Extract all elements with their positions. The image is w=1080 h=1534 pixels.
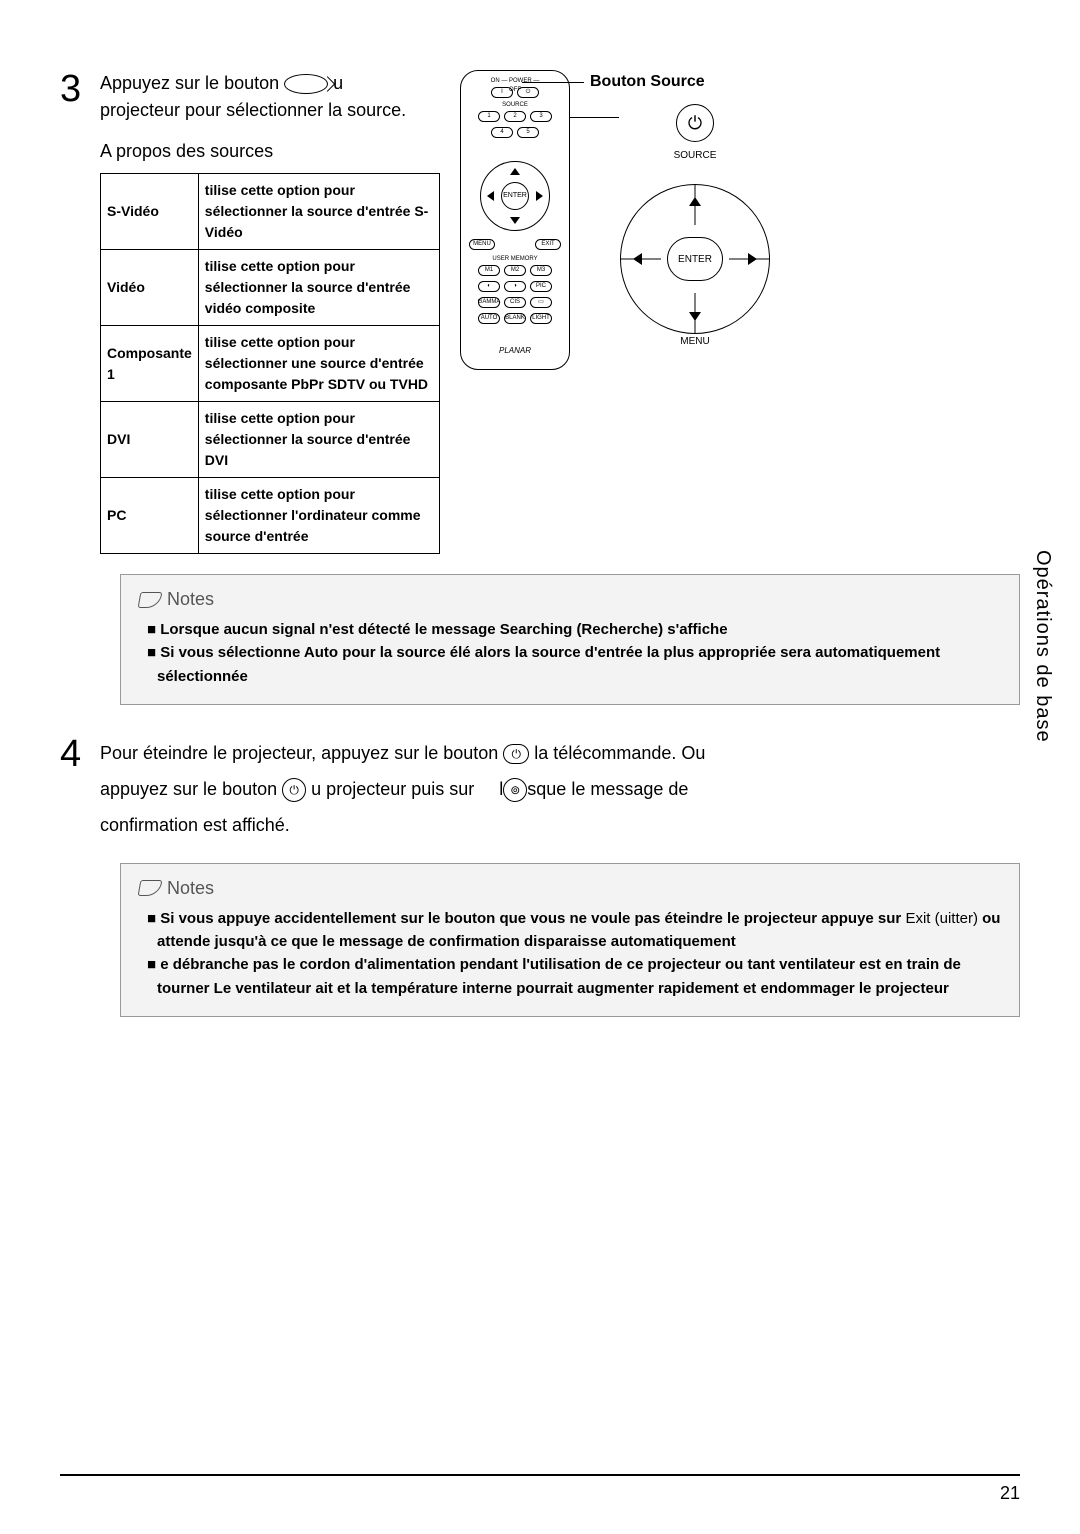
remote-src-3: 3 (530, 111, 552, 122)
step3-line2: projecteur pour sélectionner la source. (100, 97, 440, 124)
remote-logo: PLANAR (499, 345, 531, 357)
table-row: DVItilise cette option pour sélectionner… (101, 402, 440, 478)
notes-1-heading: Notes (139, 589, 1001, 610)
note2-item1-pre: Si vous appuye accidentellement sur le b… (160, 910, 901, 927)
remote-src-2: 2 (504, 111, 526, 122)
remote-b1: ◐ (478, 281, 500, 292)
source-desc-cell: tilise cette option pour sélectionner la… (198, 402, 439, 478)
projector-panel-diagram: ⏻ SOURCE ENTER MENU (590, 104, 800, 344)
power-pill-icon: ⏻ (503, 744, 529, 764)
page-number: 21 (1000, 1483, 1020, 1504)
s4-l2a: appuyez sur le bouton (100, 779, 277, 799)
panel-power-icon: ⏻ (676, 104, 714, 142)
note1-item1: Lorsque aucun signal n'est détecté le me… (160, 621, 727, 638)
step-3-number: 3 (60, 70, 100, 108)
s4-l2d: sque le message de (527, 779, 688, 799)
notes-2-body: ■ Si vous appuye accidentellement sur le… (139, 907, 1001, 1000)
table-row: PCtilise cette option pour sélectionner … (101, 478, 440, 554)
source-name-cell: Vidéo (101, 250, 199, 326)
step-3-diagrams: ON — POWER — OFF I ⏻ SOURCE 1 2 3 4 5 (460, 70, 1020, 554)
s4-l1b: la télécommande. Ou (534, 743, 705, 763)
remote-dpad: ENTER (480, 161, 550, 231)
note1-item2: Si vous sélectionne Auto pour la source … (157, 644, 940, 684)
notes-icon (138, 880, 163, 896)
source-desc-cell: tilise cette option pour sélectionner un… (198, 326, 439, 402)
remote-gamma: GAMMA (478, 297, 500, 308)
source-button-label: Bouton Source (590, 70, 800, 94)
source-name-cell: Composante 1 (101, 326, 199, 402)
remote-m3: M3 (530, 265, 552, 276)
table-row: S-Vidéotilise cette option pour sélectio… (101, 174, 440, 250)
source-table: S-Vidéotilise cette option pour sélectio… (100, 173, 440, 554)
source-desc-cell: tilise cette option pour sélectionner la… (198, 250, 439, 326)
step-3: 3 Appuyez sur le bouton u projecteur pou… (60, 70, 1020, 554)
remote-light: LIGHT (530, 313, 552, 324)
note2-item1-mid: Exit (uitter) (905, 910, 978, 927)
notes-1-body: ■ Lorsque aucun signal n'est détecté le … (139, 618, 1001, 688)
remote-src-4: 4 (491, 127, 513, 138)
source-desc-cell: tilise cette option pour sélectionner l'… (198, 478, 439, 554)
source-name-cell: DVI (101, 402, 199, 478)
s4-l1a: Pour éteindre le projecteur, appuyez sur… (100, 743, 498, 763)
source-desc-cell: tilise cette option pour sélectionner la… (198, 174, 439, 250)
ok-round-icon: ⊚ (503, 778, 527, 802)
footer-rule (60, 1474, 1020, 1476)
remote-c3: ▭ (530, 297, 552, 308)
step-4-body: Pour éteindre le projecteur, appuyez sur… (100, 735, 1020, 843)
remote-exit: EXIT (535, 239, 561, 250)
step3-line1a: Appuyez sur le bouton (100, 73, 279, 93)
remote-cis: CIS (504, 297, 526, 308)
table-row: Vidéotilise cette option pour sélectionn… (101, 250, 440, 326)
power-round-icon: ⏻ (282, 778, 306, 802)
step-3-text: Appuyez sur le bouton u projecteur pour … (100, 70, 440, 554)
side-section-label: Opérations de base (1031, 550, 1054, 743)
table-row: Composante 1tilise cette option pour sél… (101, 326, 440, 402)
remote-diagram: ON — POWER — OFF I ⏻ SOURCE 1 2 3 4 5 (460, 70, 570, 370)
step-4: 4 Pour éteindre le projecteur, appuyez s… (60, 735, 1020, 843)
s4-l3: confirmation est affiché. (100, 815, 290, 835)
remote-menu: MENU (469, 239, 495, 250)
panel-enter: ENTER (667, 237, 723, 281)
remote-source-label: SOURCE (502, 101, 528, 110)
remote-blank: BLANK (504, 313, 526, 324)
remote-src-5: 5 (517, 127, 539, 138)
panel-column: Bouton Source ⏻ SOURCE ENTER MENU (590, 70, 800, 554)
s4-l2b: u projecteur puis sur (311, 779, 474, 799)
source-name-cell: PC (101, 478, 199, 554)
remote-usermem: USER MEMORY (492, 255, 537, 264)
panel-source-label: SOURCE (674, 148, 717, 163)
remote-b2: ◑ (504, 281, 526, 292)
remote-m1: M1 (478, 265, 500, 276)
remote-off-btn: ⏻ (517, 87, 539, 98)
remote-b3: PIC (530, 281, 552, 292)
notes-2-heading: Notes (139, 878, 1001, 899)
remote-auto: AUTO (478, 313, 500, 324)
step3-line3: A propos des sources (100, 138, 440, 165)
note2-item2: e débranche pas le cordon d'alimentation… (157, 956, 961, 996)
notes-box-1: Notes ■ Lorsque aucun signal n'est détec… (120, 574, 1020, 705)
step-3-body: Appuyez sur le bouton u projecteur pour … (100, 70, 1020, 554)
panel-menu-label: MENU (680, 334, 709, 349)
remote-on-btn: I (491, 87, 513, 98)
step-4-number: 4 (60, 735, 100, 773)
remote-m2: M2 (504, 265, 526, 276)
panel-ring: ENTER MENU (620, 184, 770, 334)
remote-src-1: 1 (478, 111, 500, 122)
notes-box-2: Notes ■ Si vous appuye accidentellement … (120, 863, 1020, 1017)
source-name-cell: S-Vidéo (101, 174, 199, 250)
notes-icon (138, 592, 163, 608)
remote-enter: ENTER (501, 182, 529, 210)
source-eye-icon (284, 74, 328, 94)
